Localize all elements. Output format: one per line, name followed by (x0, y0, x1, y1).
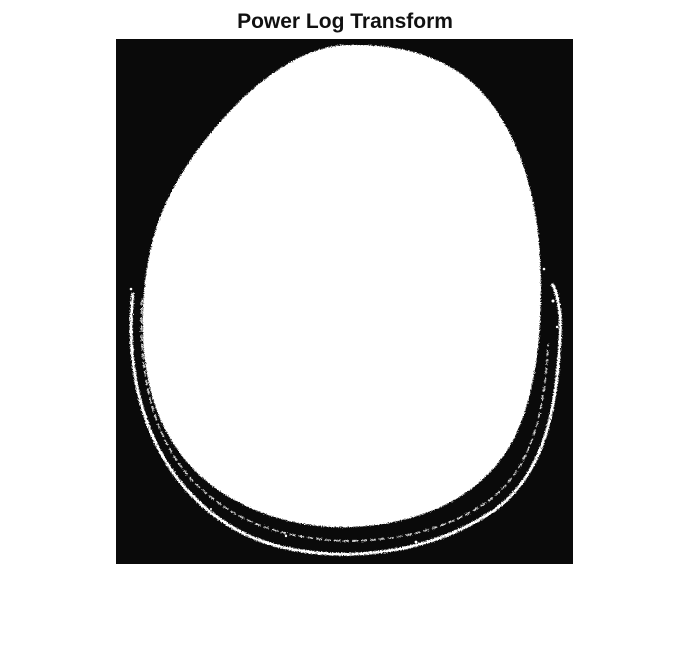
brain-region (142, 44, 541, 528)
transformed-image (116, 39, 573, 564)
skull-inner-ring (140, 298, 549, 542)
skull-outer-ring (129, 283, 562, 556)
edge-speckles (129, 47, 559, 544)
figure-title: Power Log Transform (237, 10, 453, 33)
